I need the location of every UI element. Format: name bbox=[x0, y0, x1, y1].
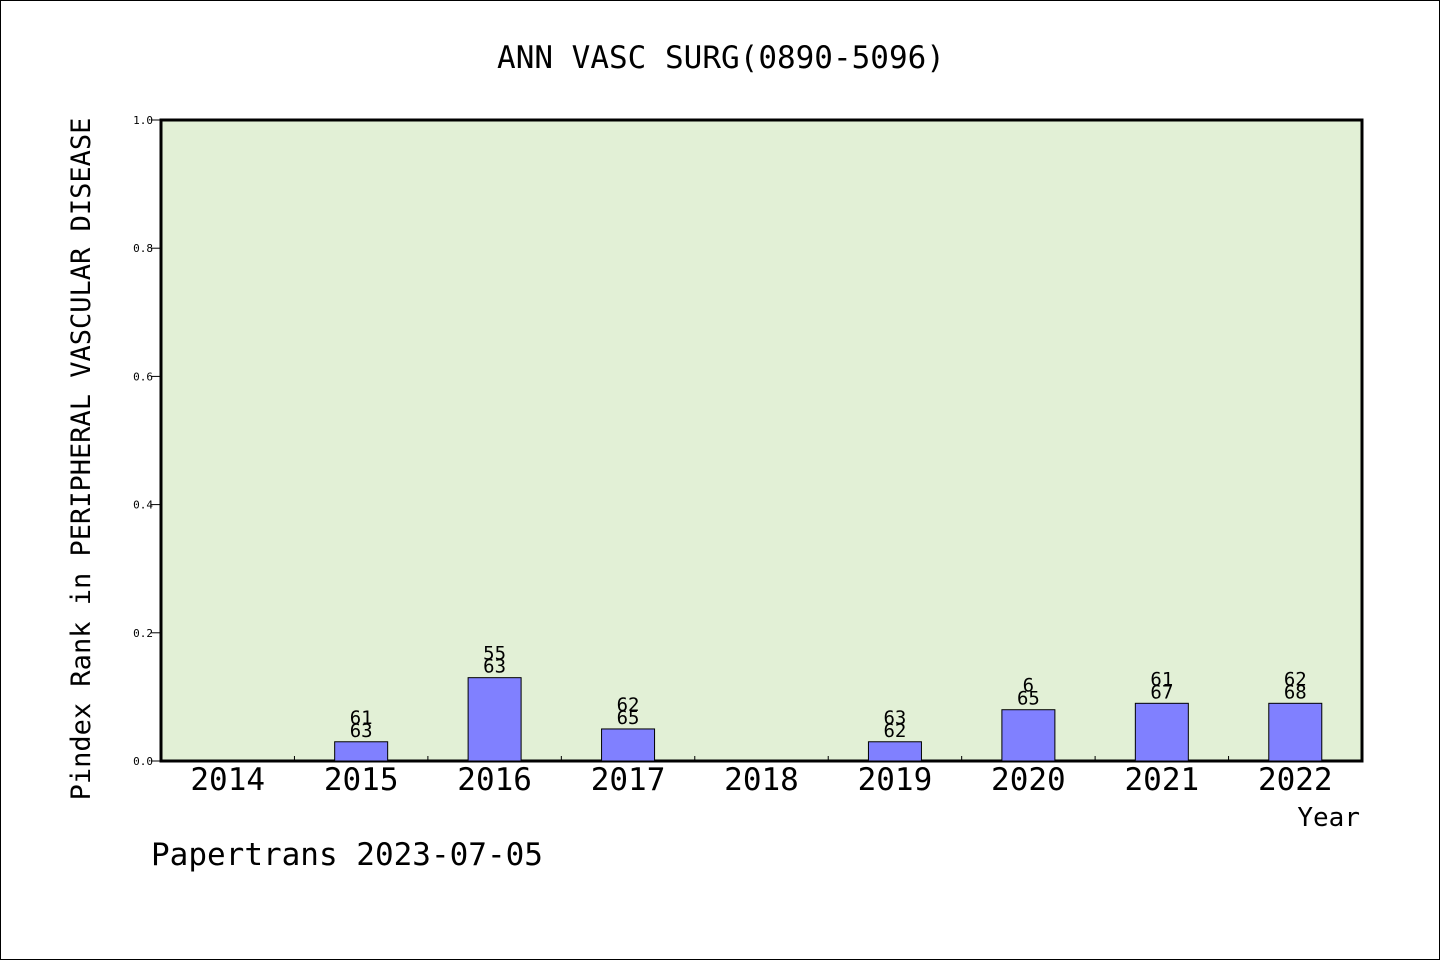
x-tick-label-2021: 2021 bbox=[1125, 762, 1200, 798]
y-tick-label-1.0: 1.0 bbox=[133, 114, 153, 127]
bar-label-rank-2016: 55 bbox=[483, 643, 506, 665]
bar-2015 bbox=[334, 741, 389, 762]
bar-label-rank-2021: 61 bbox=[1150, 668, 1173, 690]
y-axis: 0.0 0.2 0.4 0.6 0.8 1.0 bbox=[133, 114, 161, 768]
bar-label-total-2020: 65 bbox=[1017, 688, 1040, 710]
bar-label-rank-2020: 6 bbox=[1023, 675, 1034, 697]
bar-label-rank-2019: 63 bbox=[883, 707, 906, 729]
bar-2021 bbox=[1134, 702, 1189, 762]
bar-2017 bbox=[601, 728, 656, 762]
y-tick-label-0.4: 0.4 bbox=[133, 499, 153, 512]
x-tick-label-2017: 2017 bbox=[591, 762, 666, 798]
bar-2016 bbox=[467, 677, 522, 762]
x-tick-label-2015: 2015 bbox=[324, 762, 399, 798]
bar-group bbox=[334, 677, 1323, 762]
bar-label-total-2021: 67 bbox=[1150, 681, 1173, 703]
bar-2019 bbox=[867, 741, 922, 762]
bar-label-rank-2017: 62 bbox=[617, 694, 640, 716]
plot-area bbox=[159, 118, 1364, 763]
y-axis-label: Pindex Rank in PERIPHERAL VASCULAR DISEA… bbox=[66, 118, 97, 801]
bar-label-rank-2022: 62 bbox=[1284, 668, 1307, 690]
bar-label-rank-2015: 61 bbox=[350, 707, 373, 729]
chart-title: ANN VASC SURG(0890-5096) bbox=[497, 40, 945, 76]
x-axis: 2014 2015 2016 2017 2018 2019 2020 2021 2022 bbox=[190, 756, 1333, 798]
x-tick-label-2020: 2020 bbox=[991, 762, 1066, 798]
x-axis-label: Year bbox=[1297, 803, 1360, 833]
bar-2020 bbox=[1001, 709, 1056, 762]
y-tick-label-0.6: 0.6 bbox=[133, 370, 153, 383]
x-tick-label-2019: 2019 bbox=[858, 762, 933, 798]
y-tick-label-0.0: 0.0 bbox=[133, 755, 153, 768]
y-tick-label-0.8: 0.8 bbox=[133, 242, 153, 255]
bar-label-total-2016: 63 bbox=[483, 656, 506, 678]
footer-credit: Papertrans 2023-07-05 bbox=[151, 837, 543, 873]
bar-label-total-2019: 62 bbox=[883, 720, 906, 742]
bar-2022 bbox=[1268, 702, 1323, 762]
x-tick-label-2022: 2022 bbox=[1258, 762, 1333, 798]
bar-label-total-2022: 68 bbox=[1284, 681, 1307, 703]
bar-label-total-2017: 65 bbox=[617, 707, 640, 729]
bar-label-total-2015: 63 bbox=[350, 720, 373, 742]
y-tick-label-0.2: 0.2 bbox=[133, 627, 153, 640]
x-tick-label-2016: 2016 bbox=[457, 762, 532, 798]
x-tick-label-2014: 2014 bbox=[190, 762, 265, 798]
x-tick-label-2018: 2018 bbox=[724, 762, 799, 798]
